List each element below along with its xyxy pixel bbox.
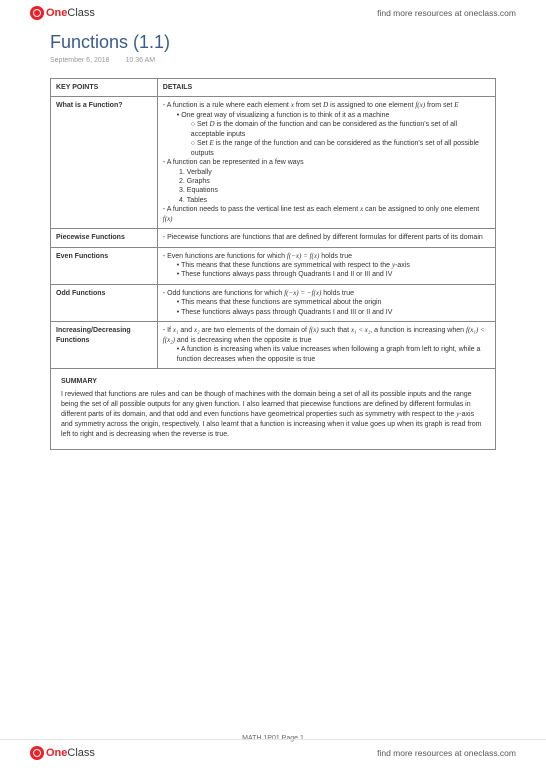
row-key: Increasing/Decreasing Functions	[51, 322, 158, 369]
tagline-bottom: find more resources at oneclass.com	[377, 748, 516, 758]
bottom-bar: OneClass find more resources at oneclass…	[0, 739, 546, 764]
logo-text: OneClass	[46, 7, 95, 19]
tagline-top: find more resources at oneclass.com	[377, 8, 516, 18]
header-key: KEY POINTS	[51, 79, 158, 97]
header-details: DETAILS	[157, 79, 495, 97]
notes-table: KEY POINTS DETAILS What is a Function? A…	[50, 78, 496, 450]
logo-icon	[30, 746, 44, 760]
table-row: Odd Functions Odd functions are function…	[51, 284, 496, 321]
page-meta: September 6, 2018 10:36 AM	[50, 57, 496, 64]
row-key: What is a Function?	[51, 97, 158, 229]
summary-text: I reviewed that functions are rules and …	[56, 390, 490, 445]
table-row: Even Functions Even functions are functi…	[51, 247, 496, 284]
logo-bottom: OneClass	[30, 746, 95, 760]
meta-date: September 6, 2018	[50, 57, 110, 64]
page-body: Functions (1.1) September 6, 2018 10:36 …	[0, 24, 546, 450]
row-details: Piecewise functions are functions that a…	[157, 229, 495, 247]
table-row: Increasing/Decreasing Functions If x₁ an…	[51, 322, 496, 369]
table-row: Piecewise Functions Piecewise functions …	[51, 229, 496, 247]
row-details: A function is a rule where each element …	[157, 97, 495, 229]
summary-cell: SUMMARY I reviewed that functions are ru…	[51, 368, 496, 449]
summary-heading: SUMMARY	[56, 373, 490, 390]
table-header-row: KEY POINTS DETAILS	[51, 79, 496, 97]
logo: OneClass	[30, 6, 95, 20]
page-title: Functions (1.1)	[50, 32, 496, 53]
row-details: If x₁ and x₂ are two elements of the dom…	[157, 322, 495, 369]
row-details: Even functions are functions for which f…	[157, 247, 495, 284]
row-details: Odd functions are functions for which f(…	[157, 284, 495, 321]
row-key: Piecewise Functions	[51, 229, 158, 247]
row-key: Odd Functions	[51, 284, 158, 321]
table-row: What is a Function? A function is a rule…	[51, 97, 496, 229]
logo-icon	[30, 6, 44, 20]
logo-text: OneClass	[46, 747, 95, 759]
meta-time: 10:36 AM	[126, 57, 156, 64]
top-bar: OneClass find more resources at oneclass…	[0, 0, 546, 24]
summary-row: SUMMARY I reviewed that functions are ru…	[51, 368, 496, 449]
row-key: Even Functions	[51, 247, 158, 284]
